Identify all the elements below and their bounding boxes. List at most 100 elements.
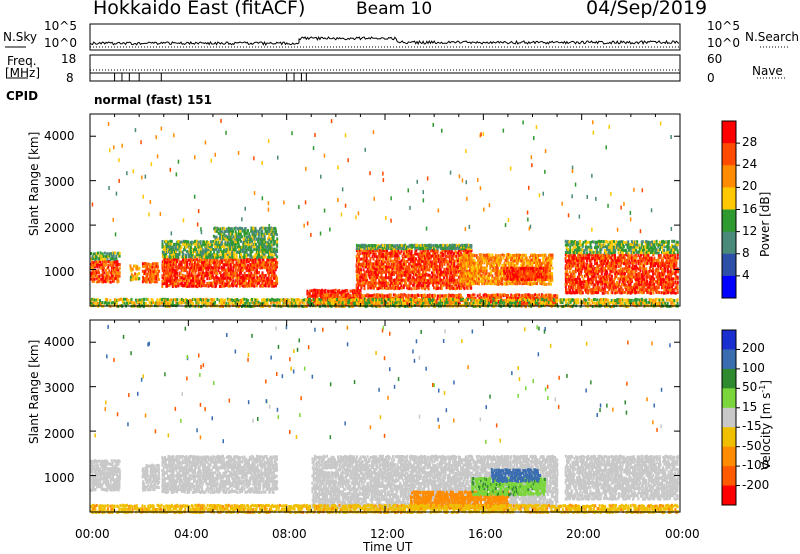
data-cell xyxy=(165,242,168,246)
data-cell xyxy=(189,240,192,244)
data-cell xyxy=(331,292,334,296)
data-cell xyxy=(240,260,242,264)
data-cell xyxy=(171,255,174,259)
data-cell xyxy=(210,253,213,257)
data-cell xyxy=(200,277,203,280)
data-cell xyxy=(313,291,316,295)
data-cell xyxy=(196,285,199,289)
data-cell xyxy=(249,252,252,256)
data-cell xyxy=(383,286,386,290)
data-cell xyxy=(235,242,238,246)
data-cell xyxy=(366,252,368,256)
data-cell xyxy=(223,284,226,288)
data-cell xyxy=(481,261,483,265)
data-cell xyxy=(337,293,340,297)
data-cell xyxy=(92,277,95,281)
data-cell xyxy=(239,250,242,254)
data-cell xyxy=(207,248,210,251)
data-cell xyxy=(247,245,250,248)
data-cell xyxy=(358,259,361,263)
data-cell xyxy=(418,286,421,290)
data-cell xyxy=(214,271,216,275)
data-cell xyxy=(161,255,164,259)
data-cell xyxy=(190,255,193,259)
data-cell xyxy=(241,245,244,249)
data-cell xyxy=(315,294,318,298)
data-cell xyxy=(261,274,264,277)
data-cell xyxy=(499,261,502,265)
data-cell xyxy=(170,268,173,272)
data-cell xyxy=(231,276,233,279)
data-cell xyxy=(233,248,236,252)
data-cell xyxy=(219,248,222,252)
data-cell xyxy=(253,284,256,288)
data-cell xyxy=(181,279,184,283)
data-cell xyxy=(272,247,275,251)
data-cell xyxy=(261,229,264,233)
data-cell xyxy=(231,237,234,241)
data-cell xyxy=(316,294,319,298)
data-cell xyxy=(168,263,171,267)
data-cell xyxy=(273,239,276,243)
data-cell xyxy=(229,229,232,233)
data-cell xyxy=(211,284,214,288)
data-cell xyxy=(375,255,378,259)
data-cell xyxy=(199,272,202,275)
data-cell xyxy=(379,254,382,258)
data-cell xyxy=(225,238,228,242)
data-cell xyxy=(269,245,272,249)
data-cell xyxy=(185,253,187,257)
data-cell xyxy=(371,283,374,287)
data-cell xyxy=(112,279,114,283)
power-panel xyxy=(89,113,681,309)
data-cell xyxy=(393,265,396,269)
data-cell xyxy=(267,281,270,285)
data-cell xyxy=(95,255,98,259)
data-cell xyxy=(199,247,202,251)
data-cell xyxy=(147,269,150,273)
data-cell xyxy=(220,243,223,246)
data-cell xyxy=(249,266,252,270)
data-cell xyxy=(231,282,233,286)
data-cell xyxy=(348,296,351,300)
data-cell xyxy=(262,250,265,254)
data-cell xyxy=(218,235,221,239)
data-cell xyxy=(107,272,110,276)
data-cell xyxy=(253,240,256,243)
data-cell xyxy=(234,230,237,234)
data-cell xyxy=(366,259,369,263)
data-cell xyxy=(250,284,252,288)
data-cell xyxy=(257,250,260,254)
data-cell xyxy=(364,249,367,253)
data-cell xyxy=(250,248,252,252)
data-cell xyxy=(376,275,379,279)
data-cell xyxy=(132,274,134,278)
data-cell xyxy=(175,263,178,267)
data-cell xyxy=(187,279,190,283)
data-cell xyxy=(257,257,260,261)
data-cell xyxy=(246,284,249,288)
data-cell xyxy=(107,265,110,269)
data-cell xyxy=(358,254,360,258)
data-cell xyxy=(167,284,170,288)
data-cell xyxy=(172,281,175,285)
data-cell xyxy=(371,262,374,266)
data-cell xyxy=(381,244,384,247)
noise-left-tick-top: 10^5 xyxy=(44,19,77,33)
data-cell xyxy=(115,265,118,269)
data-cell xyxy=(384,278,387,282)
data-cell xyxy=(541,282,544,286)
data-cell xyxy=(205,274,208,277)
data-cell xyxy=(276,240,279,244)
data-cell xyxy=(236,245,239,249)
data-cell xyxy=(367,286,370,290)
data-cell xyxy=(100,266,103,270)
data-cell xyxy=(383,278,386,282)
data-cell xyxy=(371,278,374,282)
data-cell xyxy=(264,281,267,285)
data-cell xyxy=(381,284,384,288)
data-cell xyxy=(145,267,148,271)
data-cell xyxy=(243,258,246,262)
data-cell xyxy=(106,255,109,259)
data-cell xyxy=(224,262,227,266)
